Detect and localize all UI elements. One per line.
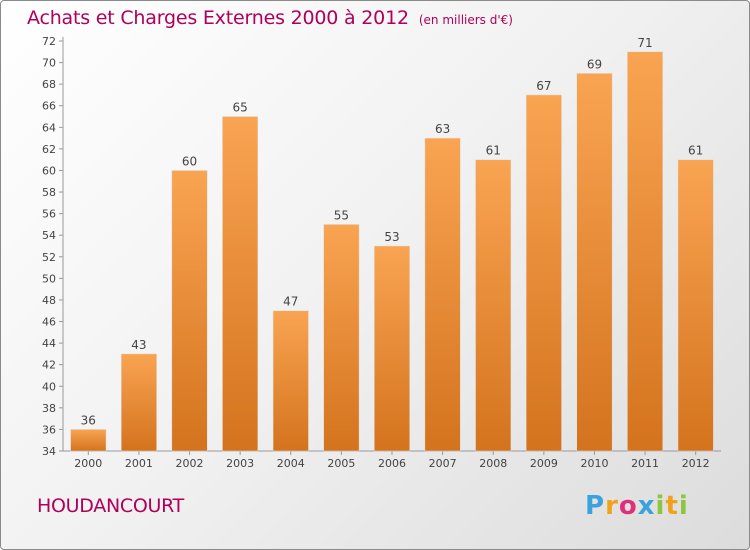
x-tick-label: 2003: [226, 457, 254, 470]
x-tick-label: 2005: [327, 457, 355, 470]
data-label: 63: [435, 122, 450, 136]
commune-name: HOUDANCOURT: [37, 495, 184, 517]
data-label: 67: [536, 79, 551, 93]
y-tick-label: 66: [42, 100, 56, 113]
bar: [70, 429, 107, 452]
x-tick-label: 2008: [479, 457, 507, 470]
x-tick-label: 2000: [74, 457, 102, 470]
bar: [374, 245, 410, 452]
x-tick-label: 2002: [176, 457, 204, 470]
y-tick-label: 50: [42, 272, 56, 285]
bar: [222, 116, 259, 452]
logo-letter: i: [655, 491, 666, 521]
y-tick-label: 40: [42, 380, 56, 393]
x-tick-label: 2009: [530, 457, 558, 470]
y-tick-label: 44: [42, 337, 56, 350]
data-label: 60: [182, 154, 197, 168]
y-tick-label: 60: [42, 164, 56, 177]
data-label: 61: [688, 144, 703, 158]
data-label: 43: [131, 338, 146, 352]
x-tick-label: 2007: [429, 457, 457, 470]
y-tick-label: 36: [42, 423, 56, 436]
y-tick-label: 72: [42, 35, 56, 48]
x-tick-label: 2012: [682, 457, 710, 470]
data-label: 71: [637, 36, 652, 50]
data-label: 47: [283, 295, 298, 309]
y-tick-label: 34: [42, 445, 56, 458]
bar: [323, 224, 360, 452]
y-tick-label: 38: [42, 402, 56, 415]
data-label: 36: [81, 413, 96, 427]
bar: [576, 73, 613, 452]
data-label: 53: [384, 230, 399, 244]
y-tick-label: 62: [42, 143, 56, 156]
y-tick-label: 42: [42, 359, 56, 372]
logo-letter: o: [618, 491, 638, 521]
y-tick-label: 56: [42, 208, 56, 221]
y-tick-label: 48: [42, 294, 56, 307]
y-tick-label: 54: [42, 229, 56, 242]
bar: [525, 94, 562, 452]
bar: [171, 170, 208, 452]
chart-title: Achats et Charges Externes 2000 à 2012: [27, 7, 409, 29]
bar: [120, 353, 157, 452]
x-tick-label: 2011: [631, 457, 659, 470]
proxiti-logo: Proxiti: [585, 491, 689, 521]
bar: [475, 159, 512, 452]
y-tick-label: 70: [42, 57, 56, 70]
y-tick-label: 68: [42, 78, 56, 91]
logo-letter: t: [665, 491, 679, 521]
y-tick-label: 64: [42, 121, 56, 134]
logo-letter: r: [605, 491, 619, 521]
y-tick-label: 58: [42, 186, 56, 199]
logo-letter: i: [678, 491, 689, 521]
data-label: 61: [486, 144, 501, 158]
chart-subtitle: (en milliers d'€): [418, 13, 513, 27]
chart-header: Achats et Charges Externes 2000 à 2012 (e…: [27, 7, 513, 29]
y-tick-label: 52: [42, 251, 56, 264]
bar: [627, 51, 664, 452]
x-tick-label: 2001: [125, 457, 153, 470]
bar: [424, 137, 461, 452]
x-tick-label: 2004: [277, 457, 305, 470]
data-label: 65: [233, 101, 248, 115]
data-label: 69: [587, 57, 602, 71]
x-tick-label: 2006: [378, 457, 406, 470]
logo-letter: P: [585, 491, 606, 521]
data-label: 55: [334, 208, 349, 222]
bar: [677, 159, 714, 452]
x-tick-label: 2010: [580, 457, 608, 470]
bar: [272, 310, 309, 452]
logo-letter: x: [637, 491, 656, 521]
y-tick-label: 46: [42, 316, 56, 329]
